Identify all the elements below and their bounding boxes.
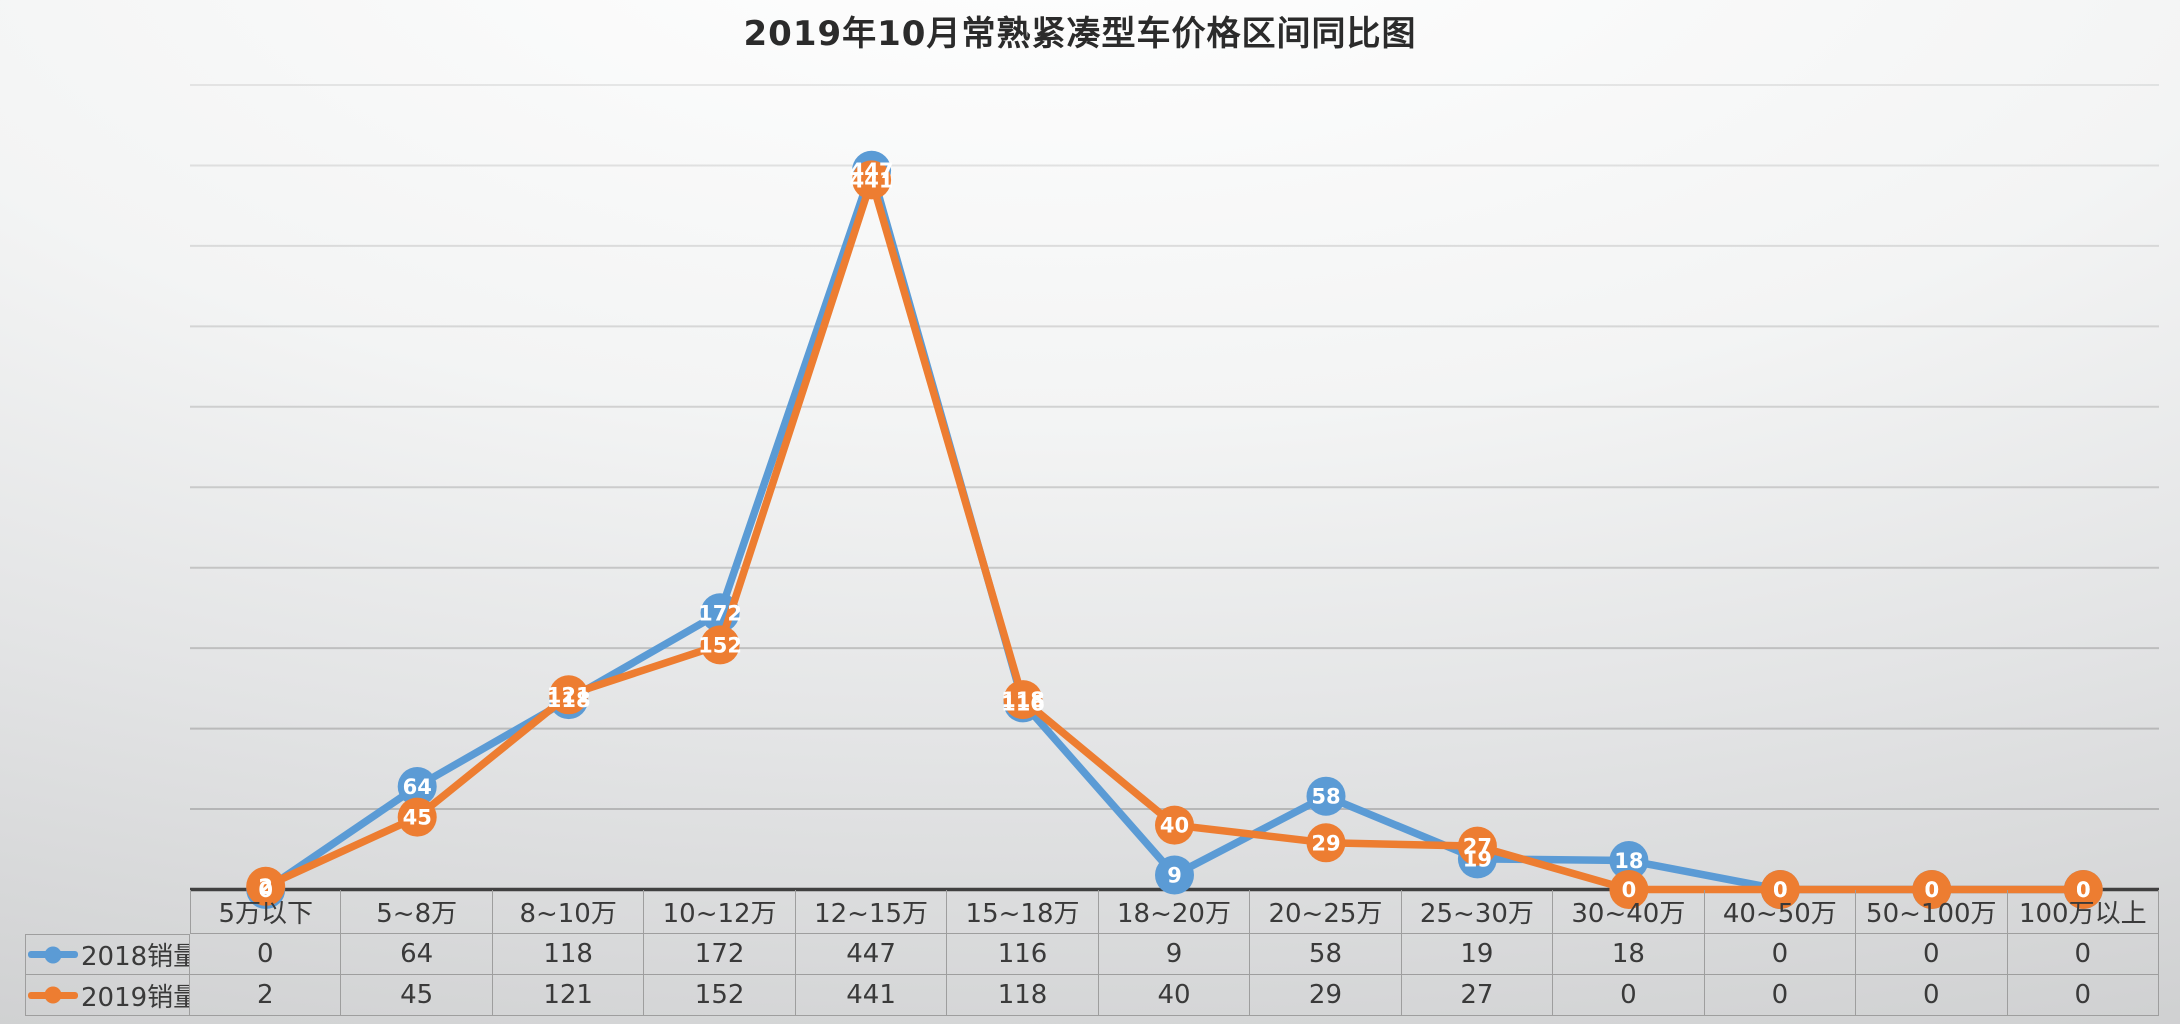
data-label: 2: [258, 875, 273, 899]
table-corner-cell: [25, 890, 190, 934]
data-label: 152: [698, 633, 742, 657]
value-cell: 0: [2007, 934, 2159, 975]
data-label: 118: [547, 688, 591, 712]
legend-cell: 2018销量: [25, 934, 190, 975]
value-cell: 58: [1250, 934, 1402, 975]
value-cell: 116: [947, 934, 1099, 975]
value-cell: 118: [947, 975, 1099, 1016]
data-point-marker: [1155, 855, 1194, 895]
legend-series-label: 2018销量: [81, 942, 190, 972]
data-point-marker: [397, 797, 437, 837]
chart-title: 2019年10月常熟紧凑型车价格区间同比图: [743, 14, 1417, 54]
data-label: 172: [698, 601, 742, 625]
data-label: 0: [1773, 878, 1788, 902]
data-point-marker: [246, 866, 286, 906]
legend-key-marker-icon: [44, 946, 62, 963]
value-cell: 172: [644, 934, 796, 975]
value-cell: 0: [1856, 975, 2008, 1016]
data-label: 58: [1311, 785, 1340, 809]
data-label: 9: [1167, 864, 1182, 888]
category-header-cell: 50~100万: [1856, 890, 2008, 934]
category-header-cell: 20~25万: [1250, 890, 1402, 934]
series-line-0: [261, 166, 2088, 894]
legend-key-marker-icon: [44, 986, 62, 1004]
category-header-cell: 18~20万: [1098, 890, 1251, 934]
value-cell: 0: [1704, 934, 1857, 975]
data-label: 0: [1622, 878, 1637, 902]
data-point-marker: [1155, 805, 1194, 845]
value-cell: 19: [1401, 934, 1554, 975]
value-cell: 2: [190, 975, 342, 1016]
data-label: 18: [1614, 849, 1643, 873]
value-cell: 64: [341, 934, 493, 975]
data-point-marker: [2063, 870, 2103, 909]
category-header-cell: 40~50万: [1704, 890, 1857, 934]
category-header-cell: 25~30万: [1401, 890, 1554, 934]
value-cell: 118: [492, 934, 645, 975]
value-cell: 152: [644, 975, 796, 1016]
data-label: 64: [403, 775, 432, 799]
value-cell: 121: [492, 975, 645, 1016]
data-label: 447: [850, 159, 894, 183]
value-cell: 0: [1553, 975, 1705, 1016]
legend-key-line-icon: [28, 986, 78, 1004]
data-table: 5万以下 5~8万 8~10万 10~12万 12~15万 15~18万 18~20万 20~…: [25, 890, 2159, 1016]
data-point-marker: [1609, 870, 1649, 909]
value-cell: 0: [190, 934, 342, 975]
category-header-cell: 15~18万: [947, 890, 1099, 934]
legend-series-label: 2019销量: [81, 982, 190, 1013]
data-point-marker: [852, 160, 892, 200]
data-label: 0: [1924, 878, 1939, 902]
category-header-cell: 100万以上: [2007, 890, 2159, 934]
data-point-marker: [549, 675, 589, 715]
data-point-marker: [1306, 823, 1346, 863]
data-point-marker: [1912, 870, 1952, 909]
value-cell: 0: [2007, 975, 2159, 1016]
value-cell: 45: [341, 975, 493, 1016]
data-point-marker: [700, 625, 740, 665]
data-label: 0: [1773, 878, 1788, 902]
data-point-marker: [1760, 870, 1800, 909]
data-label: 45: [403, 806, 432, 830]
data-label: 0: [2076, 878, 2091, 902]
data-point-marker: [1306, 776, 1346, 816]
data-label: 0: [1924, 878, 1939, 902]
data-label: 0: [2076, 878, 2091, 902]
data-label: 441: [850, 168, 894, 192]
data-point-marker: [397, 767, 437, 806]
series-line-1: [261, 176, 2088, 894]
data-label: 40: [1160, 814, 1189, 838]
data-point-marker: [1003, 680, 1043, 720]
category-header-cell: 10~12万: [644, 890, 796, 934]
data-label: 0: [258, 878, 273, 902]
legend-key-line-icon: [28, 946, 78, 963]
category-header-cell: 5~8万: [341, 890, 493, 934]
category-header-cell: 12~15万: [795, 890, 948, 934]
value-cell: 9: [1098, 934, 1251, 975]
value-cell: 447: [795, 934, 948, 975]
value-cell: 27: [1401, 975, 1554, 1016]
data-point-marker: [1457, 826, 1497, 866]
data-label: 29: [1311, 831, 1340, 855]
category-header-cell: 30~40万: [1553, 890, 1705, 934]
value-cell: 0: [1704, 975, 1857, 1016]
data-label: 121: [547, 683, 591, 707]
value-cell: 40: [1098, 975, 1251, 1016]
category-header-cell: 8~10万: [492, 890, 645, 934]
category-header-cell: 5万以下: [190, 890, 342, 934]
legend-cell: 2019销量: [25, 975, 190, 1016]
data-label: 116: [1001, 691, 1045, 715]
value-cell: 0: [1856, 934, 2008, 975]
data-label: 118: [1001, 688, 1045, 712]
data-label: 19: [1463, 847, 1492, 871]
value-cell: 441: [795, 975, 948, 1016]
value-cell: 18: [1553, 934, 1705, 975]
data-point-marker: [1609, 841, 1649, 880]
value-cell: 29: [1250, 975, 1402, 1016]
data-label: 27: [1463, 835, 1492, 859]
